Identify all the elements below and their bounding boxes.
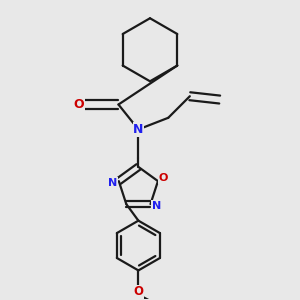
Text: N: N <box>152 201 161 211</box>
Text: O: O <box>73 98 84 111</box>
Text: N: N <box>108 178 118 188</box>
Text: O: O <box>158 173 168 184</box>
Text: N: N <box>133 123 144 136</box>
Text: O: O <box>134 286 143 298</box>
